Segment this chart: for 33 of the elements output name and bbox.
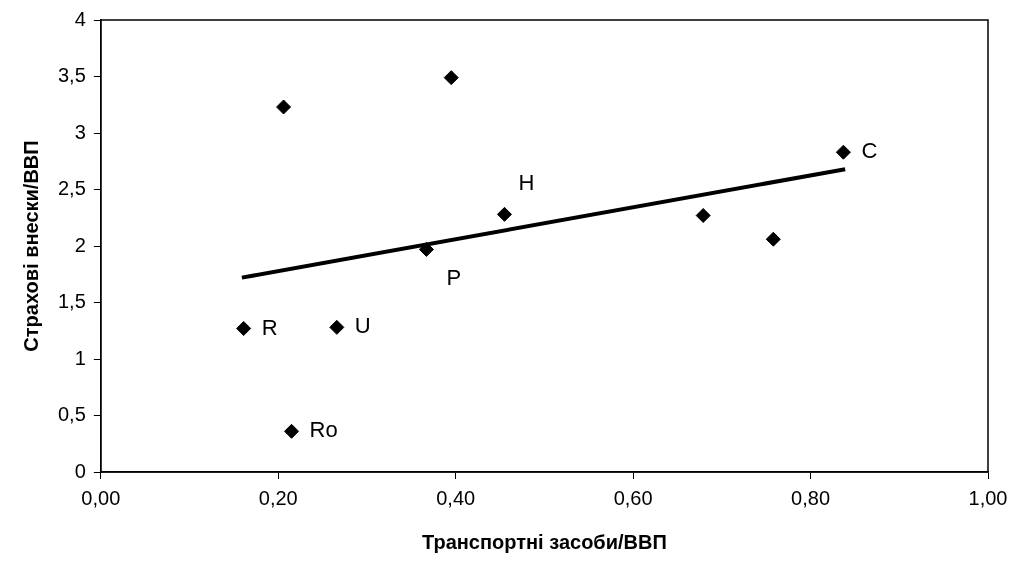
point — [276, 99, 292, 115]
y-tick-label: 2,5 — [57, 177, 86, 200]
annotation: Ro — [309, 417, 338, 443]
y-tick-label: 1 — [74, 346, 86, 369]
y-tick-label: 3,5 — [57, 64, 86, 87]
x-tick-label: 0,60 — [613, 486, 653, 509]
point — [835, 144, 851, 160]
annotation: U — [354, 313, 371, 339]
point — [496, 206, 512, 222]
y-tick-label: 1,5 — [57, 290, 86, 313]
y-tick-label: 0 — [74, 459, 86, 482]
y-tick-label: 2 — [74, 233, 86, 256]
point — [765, 231, 781, 247]
annotation: R — [261, 314, 278, 340]
x-axis-title: Транспортні засоби/ВВП — [421, 530, 667, 553]
x-tick-label: 0,80 — [791, 486, 831, 509]
point — [443, 70, 459, 86]
y-tick-label: 0,5 — [57, 403, 86, 426]
point — [329, 319, 345, 335]
y-tick-label: 4 — [74, 7, 86, 30]
y-axis-title: Страхові внески/ВВП — [19, 140, 42, 352]
point — [236, 320, 252, 336]
point — [418, 241, 434, 257]
annotation: P — [446, 265, 462, 291]
y-tick-label: 3 — [74, 120, 86, 143]
point — [695, 207, 711, 223]
x-tick-label: 0,40 — [436, 486, 476, 509]
x-tick-label: 0,00 — [81, 486, 121, 509]
annotation: H — [518, 170, 535, 196]
x-tick-label: 0,20 — [258, 486, 298, 509]
point — [284, 423, 300, 439]
annotation: C — [861, 138, 878, 164]
x-tick-label: 1,00 — [968, 486, 1008, 509]
